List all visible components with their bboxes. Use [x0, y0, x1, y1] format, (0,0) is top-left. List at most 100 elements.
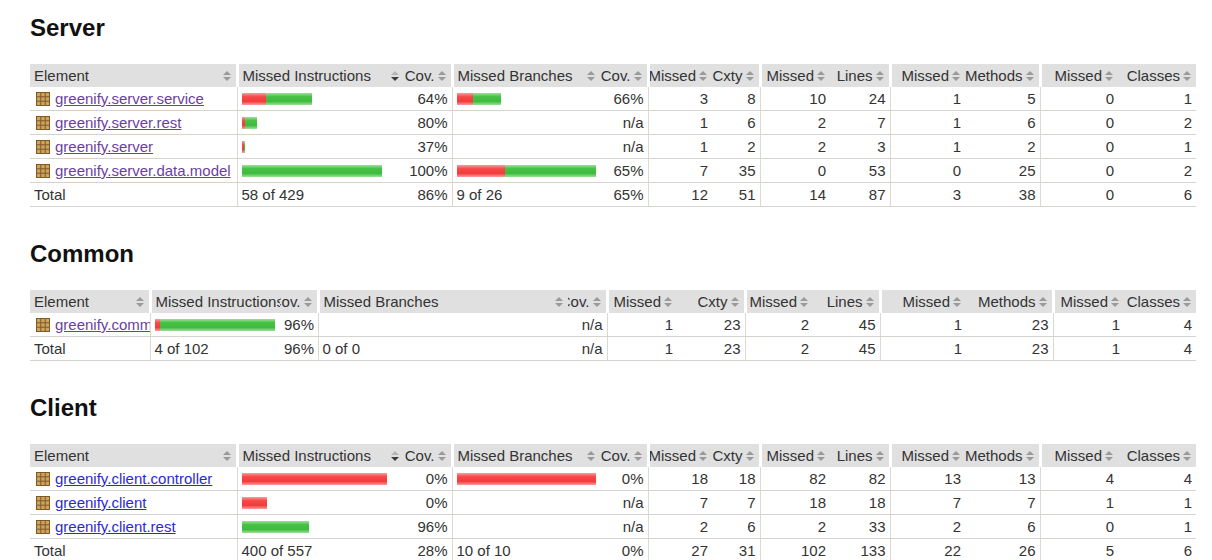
lines-cell: 33 — [830, 515, 890, 539]
header-branch-coverage[interactable]: Cov. — [568, 290, 607, 313]
missed-methods-cell: 7 — [890, 491, 965, 515]
package-link[interactable]: greenify.client.controller — [55, 470, 212, 487]
total-missed-classes: 0 — [1040, 183, 1118, 207]
header-missed-lines[interactable]: Missed — [760, 444, 830, 467]
missed-methods-cell: 0 — [890, 159, 965, 183]
branch-coverage-cell: n/a — [600, 491, 648, 515]
missed-methods-cell: 1 — [890, 87, 965, 111]
missed-bar-segment — [242, 473, 387, 485]
package-link[interactable]: greenify.server.rest — [55, 114, 181, 131]
lines-cell: 7 — [830, 111, 890, 135]
sort-icon — [699, 451, 708, 461]
header-methods[interactable]: Methods — [965, 444, 1040, 467]
header-methods[interactable]: Methods — [966, 290, 1053, 313]
sort-icon — [952, 451, 961, 461]
header-missed-cxty[interactable]: Missed — [648, 64, 712, 87]
methods-cell: 2 — [965, 135, 1040, 159]
missed-lines-cell: 2 — [760, 515, 830, 539]
package-icon — [36, 92, 50, 106]
package-link[interactable]: greenify.common — [55, 316, 150, 333]
client-section: Client Element Missed Instructions Cov. … — [30, 394, 1196, 560]
branch-coverage-cell: n/a — [600, 515, 648, 539]
package-link[interactable]: greenify.server.data.model — [55, 162, 231, 179]
package-icon — [36, 116, 50, 130]
package-link[interactable]: greenify.server — [55, 138, 153, 155]
header-missed-lines[interactable]: Missed — [745, 290, 813, 313]
sort-icon — [587, 71, 596, 81]
sort-icon — [1111, 297, 1120, 307]
header-missed-cxty[interactable]: Missed — [648, 444, 712, 467]
covered-bar-segment — [242, 165, 382, 177]
header-lines[interactable]: Lines — [830, 64, 890, 87]
header-missed-branches[interactable]: Missed Branches — [452, 64, 600, 87]
section-title-server: Server — [30, 14, 1196, 42]
header-missed-methods[interactable]: Missed — [890, 64, 965, 87]
missed-bar-segment — [457, 93, 473, 105]
sort-icon — [699, 71, 708, 81]
header-element[interactable]: Element — [30, 290, 150, 313]
header-methods[interactable]: Methods — [965, 64, 1040, 87]
header-row: Element Missed Instructions Cov. Missed … — [30, 64, 1196, 87]
header-missed-instructions[interactable]: Missed Instructions — [237, 64, 404, 87]
header-missed-branches[interactable]: Missed Branches — [318, 290, 568, 313]
lines-cell: 24 — [830, 87, 890, 111]
header-cxty[interactable]: Cxty — [677, 290, 745, 313]
header-missed-classes[interactable]: Missed — [1053, 290, 1124, 313]
missed-instructions-bar-cell — [150, 313, 280, 337]
total-missed-methods: 22 — [890, 539, 965, 560]
header-branch-coverage[interactable]: Cov. — [600, 64, 648, 87]
header-classes[interactable]: Classes — [1118, 444, 1196, 467]
header-missed-cxty[interactable]: Missed — [607, 290, 677, 313]
missed-cxty-cell: 3 — [648, 87, 712, 111]
missed-cxty-cell: 1 — [607, 313, 677, 337]
header-missed-lines[interactable]: Missed — [760, 64, 830, 87]
sort-icon — [1105, 71, 1114, 81]
header-missed-methods[interactable]: Missed — [890, 444, 965, 467]
sort-icon — [438, 451, 447, 461]
package-link[interactable]: greenify.server.service — [55, 90, 204, 107]
methods-cell: 25 — [965, 159, 1040, 183]
header-cxty[interactable]: Cxty — [712, 444, 760, 467]
classes-cell: 1 — [1118, 135, 1196, 159]
total-methods: 38 — [965, 183, 1040, 207]
methods-cell: 5 — [965, 87, 1040, 111]
table-row: greenify.server.rest 80% n/a 1 6 2 7 1 6… — [30, 111, 1196, 135]
missed-bar-segment — [457, 165, 505, 177]
header-cxty[interactable]: Cxty — [712, 64, 760, 87]
covered-bar-segment — [266, 93, 312, 105]
header-missed-branches[interactable]: Missed Branches — [452, 444, 600, 467]
package-link[interactable]: greenify.client — [55, 494, 146, 511]
header-branch-coverage[interactable]: Cov. — [600, 444, 648, 467]
header-missed-methods[interactable]: Missed — [880, 290, 966, 313]
element-cell: greenify.common — [30, 313, 150, 337]
header-missed-classes[interactable]: Missed — [1040, 64, 1118, 87]
header-missed-classes[interactable]: Missed — [1040, 444, 1118, 467]
element-cell: greenify.server.service — [30, 87, 237, 111]
total-row: Total 4 of 102 96% 0 of 0 n/a 1 23 2 45 … — [30, 337, 1196, 361]
header-instruction-coverage[interactable]: Cov. — [404, 64, 452, 87]
section-title-client: Client — [30, 394, 1196, 422]
header-missed-instructions[interactable]: Missed Instructions — [150, 290, 280, 313]
sort-icon — [223, 71, 232, 81]
sort-icon — [746, 451, 755, 461]
element-cell: greenify.server.rest — [30, 111, 237, 135]
lines-cell: 45 — [813, 313, 880, 337]
header-element[interactable]: Element — [30, 64, 237, 87]
lines-cell: 18 — [830, 491, 890, 515]
total-lines: 87 — [830, 183, 890, 207]
element-cell: greenify.server.data.model — [30, 159, 237, 183]
header-lines[interactable]: Lines — [830, 444, 890, 467]
header-instruction-coverage[interactable]: Cov. — [404, 444, 452, 467]
sort-icon — [1105, 451, 1114, 461]
missed-instructions-bar-cell — [237, 87, 404, 111]
classes-cell: 2 — [1118, 111, 1196, 135]
header-element[interactable]: Element — [30, 444, 237, 467]
header-classes[interactable]: Classes — [1118, 64, 1196, 87]
package-link[interactable]: greenify.client.rest — [55, 518, 176, 535]
header-instruction-coverage[interactable]: Cov. — [280, 290, 318, 313]
total-label: Total — [30, 183, 237, 207]
header-lines[interactable]: Lines — [813, 290, 880, 313]
header-classes[interactable]: Classes — [1124, 290, 1196, 313]
header-missed-instructions[interactable]: Missed Instructions — [237, 444, 404, 467]
branch-coverage-cell: 65% — [600, 159, 648, 183]
